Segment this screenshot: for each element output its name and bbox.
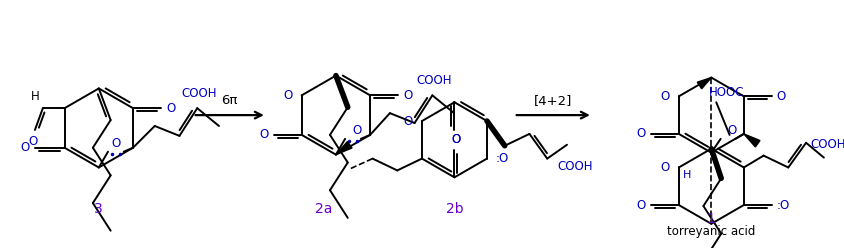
- Text: H: H: [682, 170, 690, 180]
- Text: O: O: [403, 89, 412, 102]
- Polygon shape: [696, 78, 711, 89]
- Polygon shape: [336, 141, 352, 155]
- Text: HOOC: HOOC: [707, 86, 743, 99]
- Text: O: O: [29, 135, 37, 148]
- Text: COOH: COOH: [416, 74, 452, 87]
- Text: O: O: [636, 127, 645, 140]
- Text: 2a: 2a: [315, 202, 333, 216]
- Text: O: O: [111, 137, 121, 150]
- Text: O: O: [259, 128, 268, 141]
- Text: O: O: [20, 141, 30, 154]
- Text: O: O: [403, 115, 412, 127]
- Text: O: O: [165, 102, 175, 115]
- Text: O: O: [776, 90, 785, 103]
- Text: O: O: [352, 124, 361, 137]
- Text: O: O: [659, 90, 668, 103]
- Text: O: O: [636, 198, 645, 211]
- Text: COOH: COOH: [556, 160, 592, 173]
- Text: COOH: COOH: [809, 138, 844, 151]
- Text: 6π: 6π: [221, 94, 237, 107]
- Text: 2b: 2b: [445, 202, 463, 216]
- Text: COOH: COOH: [181, 87, 217, 100]
- Text: H: H: [30, 90, 40, 103]
- Text: O: O: [726, 124, 735, 137]
- Text: 3: 3: [95, 202, 103, 216]
- Text: torreyanic acid: torreyanic acid: [667, 225, 755, 238]
- Text: O: O: [452, 133, 461, 146]
- Text: O: O: [283, 89, 292, 102]
- Text: O: O: [452, 133, 461, 146]
- Text: O: O: [659, 161, 668, 174]
- Polygon shape: [743, 134, 759, 147]
- Text: 1: 1: [706, 212, 715, 226]
- Text: :O: :O: [495, 152, 508, 165]
- Text: :O: :O: [776, 198, 789, 211]
- Text: [4+2]: [4+2]: [533, 94, 571, 107]
